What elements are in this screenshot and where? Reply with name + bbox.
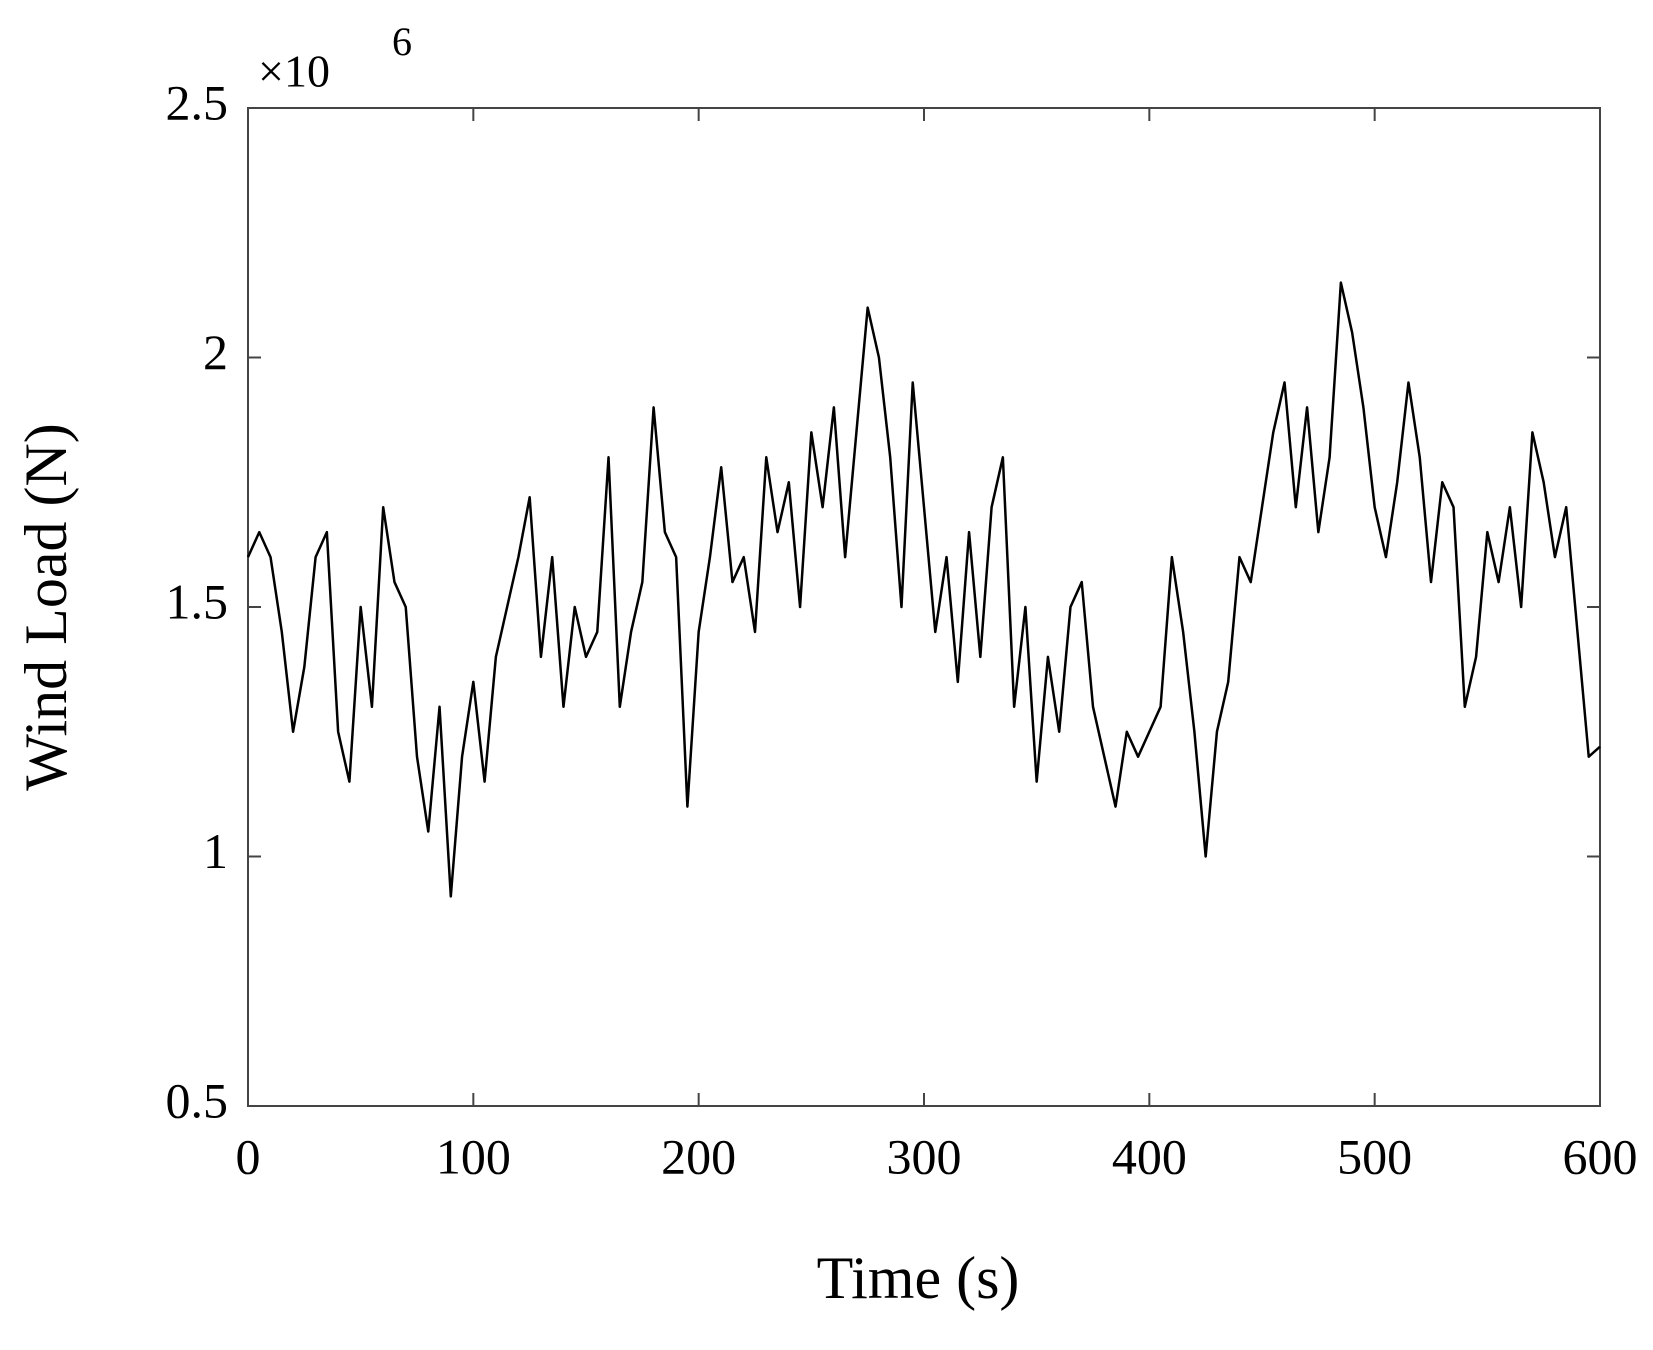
y-tick-label: 0.5 [166,1072,229,1128]
y-multiplier-exponent: 6 [392,19,412,64]
x-tick-label: 100 [436,1128,511,1184]
x-tick-label: 600 [1563,1128,1638,1184]
x-tick-label: 400 [1112,1128,1187,1184]
y-tick-label: 2.5 [166,74,229,130]
y-tick-label: 2 [203,324,228,380]
y-tick-label: 1 [203,823,228,879]
x-axis-label: Time (s) [817,1245,1020,1311]
x-tick-label: 500 [1337,1128,1412,1184]
x-tick-label: 200 [661,1128,736,1184]
x-tick-label: 0 [236,1128,261,1184]
y-multiplier: ×10 [258,46,330,97]
data-line [246,281,1601,898]
y-tick-label: 1.5 [166,573,229,629]
x-tick-label: 300 [887,1128,962,1184]
plot-frame [247,107,1601,1107]
y-axis-label: Wind Load (N) [13,423,79,790]
